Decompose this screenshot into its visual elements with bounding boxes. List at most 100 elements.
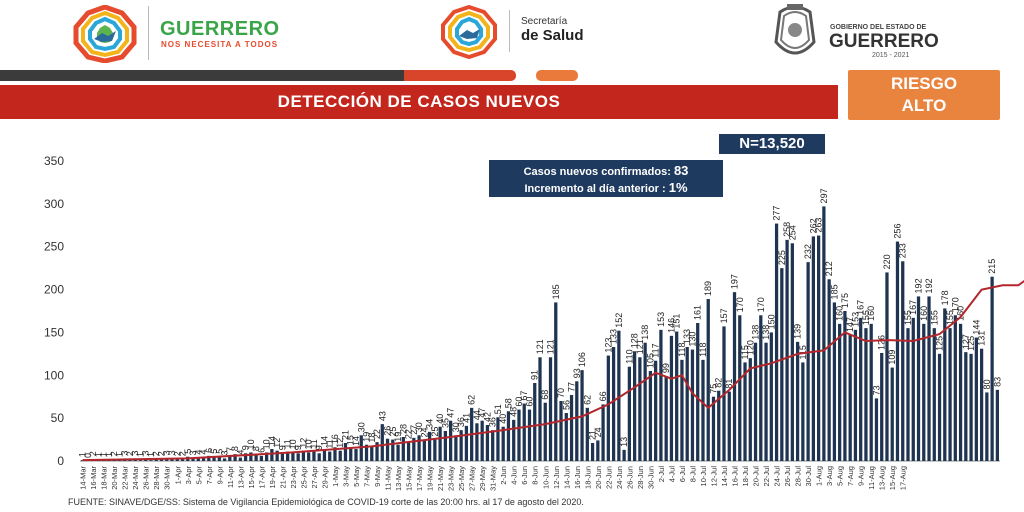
x-tick-label: 18-Jul [741, 466, 750, 487]
x-tick-label: 26-Jul [783, 466, 792, 487]
data-label: 254 [787, 225, 797, 240]
data-label: 80 [982, 379, 992, 389]
bar [901, 261, 905, 461]
x-tick-label: 28-Jun [636, 466, 645, 489]
data-label: 155 [861, 310, 871, 325]
bar [880, 353, 884, 461]
bar [475, 423, 479, 461]
data-label: 6 [204, 448, 214, 453]
x-tick-label: 12-Jul [709, 466, 718, 487]
x-tick-label: 30-Mar [163, 466, 172, 490]
data-label: 117 [651, 343, 661, 357]
bar [422, 440, 426, 461]
x-tick-label: 20-Jun [594, 466, 603, 489]
bar [948, 328, 952, 461]
data-label: 139 [793, 324, 803, 339]
bar [433, 439, 437, 461]
data-label: 2 [125, 451, 135, 456]
guerrero-logo-icon [73, 5, 137, 63]
y-tick-label: 100 [44, 368, 64, 382]
data-label: 91 [530, 370, 540, 380]
data-label: 161 [693, 305, 703, 320]
bar [264, 452, 269, 461]
bar [406, 442, 411, 461]
bar [501, 426, 505, 461]
data-label: 146 [666, 318, 676, 333]
bar [748, 358, 752, 461]
bar [617, 330, 621, 461]
x-tick-label: 13-Apr [236, 466, 245, 489]
bar [249, 452, 253, 461]
data-label: 147 [845, 317, 855, 332]
bar [312, 451, 316, 461]
x-tick-label: 5-Aug [836, 466, 845, 486]
data-label: 175 [840, 293, 850, 308]
data-label: 75 [708, 384, 718, 394]
x-tick-label: 2-Jun [499, 466, 508, 485]
secretaria-line2: de Salud [521, 27, 584, 44]
bar [979, 348, 984, 461]
bar [696, 323, 700, 461]
data-label: 178 [940, 290, 950, 305]
bar [906, 328, 910, 461]
bar [427, 431, 432, 461]
bar [669, 335, 674, 461]
data-label: 4 [235, 450, 245, 455]
data-label: 297 [819, 188, 829, 203]
data-label: 21 [340, 430, 350, 440]
title-banner [0, 85, 838, 119]
bar [506, 411, 511, 461]
bar [911, 317, 915, 461]
data-label: 40 [435, 414, 445, 424]
bar [958, 323, 963, 461]
data-label: 262 [808, 218, 818, 233]
bar [538, 357, 542, 461]
data-label: 1 [99, 452, 109, 457]
data-label: 14 [319, 436, 329, 446]
x-tick-label: 15-May [405, 466, 414, 491]
bar [222, 458, 227, 461]
data-label: 82 [714, 378, 724, 388]
x-tick-label: 9-Aug [857, 466, 866, 486]
x-tick-label: 19-Apr [268, 466, 277, 489]
x-tick-label: 5-May [352, 466, 361, 487]
data-label: 185 [829, 284, 839, 299]
bar [759, 315, 763, 461]
data-label: 12 [335, 438, 345, 448]
bar [664, 376, 668, 461]
bar [643, 342, 647, 461]
guerrero-subtitle: NOS NECESITA A TODOS [161, 40, 279, 49]
data-label: 2 [172, 451, 182, 456]
data-label: 197 [730, 274, 740, 289]
bar [638, 357, 642, 461]
data-label: 3 [188, 450, 198, 455]
bar [443, 431, 448, 461]
x-tick-label: 15-Apr [247, 466, 256, 489]
x-tick-label: 18-Jun [583, 466, 592, 489]
bar [795, 341, 800, 461]
data-label: 160 [956, 306, 966, 321]
data-label: 51 [493, 404, 503, 414]
x-tick-label: 3-Apr [184, 466, 193, 485]
bar [864, 328, 868, 461]
state-seal-icon [774, 4, 816, 55]
data-label: 106 [577, 352, 587, 367]
x-tick-label: 11-Apr [226, 466, 235, 488]
data-label: 263 [814, 218, 824, 233]
data-label: 5 [209, 449, 219, 454]
x-tick-label: 14-Mar [79, 466, 88, 490]
x-tick-label: 20-Mar [110, 466, 119, 490]
data-label: 1 [104, 452, 114, 457]
info-line-2: Incremento al día anterior : 1% [489, 180, 723, 195]
bar [690, 349, 695, 461]
bar [417, 435, 421, 461]
header: GUERRERO NOS NECESITA A TODOS Secretaría… [0, 0, 1024, 68]
bar [527, 409, 532, 461]
data-label: 121 [635, 339, 645, 354]
bar [596, 440, 600, 461]
bar [438, 426, 442, 461]
bar [548, 357, 553, 461]
data-label: 83 [992, 377, 1002, 387]
data-label: 99 [661, 363, 671, 373]
x-tick-label: 1-Apr [173, 466, 182, 485]
